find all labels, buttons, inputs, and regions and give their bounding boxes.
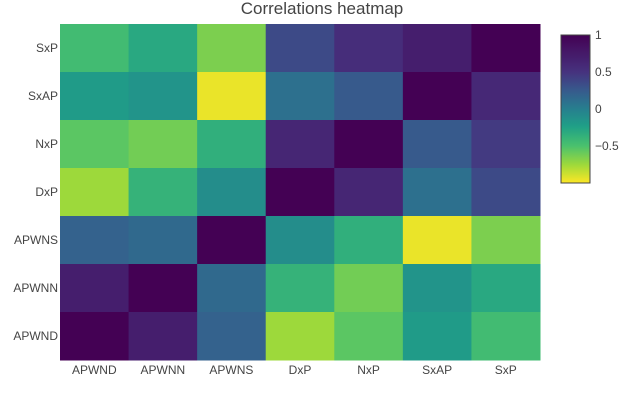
heatmap-cell [471, 120, 541, 169]
heatmap-cell [402, 72, 472, 121]
heatmap-cell [402, 168, 472, 217]
heatmap-cell [128, 264, 198, 313]
heatmap-cell [197, 216, 267, 265]
colorbar-tick-label: 0.5 [595, 65, 612, 79]
heatmap-cell [402, 216, 472, 265]
heatmap-cell [128, 24, 198, 73]
heatmap-cell [402, 120, 472, 169]
heatmap-cell [197, 72, 267, 121]
heatmap-cell [265, 216, 335, 265]
heatmap-cell [60, 72, 130, 121]
heatmap-cell [197, 168, 267, 217]
heatmap-cell [334, 72, 404, 121]
x-tick-label: APWNN [141, 363, 186, 377]
x-axis-tick-labels: APWND APWNN APWNS DxP NxP SxAP SxP [72, 363, 517, 377]
heatmap-cells [60, 24, 541, 361]
heatmap-cell [265, 120, 335, 169]
heatmap-cell [60, 24, 130, 73]
colorbar: 1 0.5 0 −0.5 [560, 28, 619, 184]
x-tick-label: SxAP [422, 363, 452, 377]
chart-title: Correlations heatmap [241, 0, 404, 18]
heatmap-cell [197, 264, 267, 313]
y-tick-label: APWND [13, 329, 58, 343]
heatmap-cell [265, 264, 335, 313]
heatmap-cell [471, 72, 541, 121]
x-tick-label: SxP [495, 363, 517, 377]
y-tick-label: APWNS [14, 233, 58, 247]
y-tick-label: DxP [35, 185, 58, 199]
heatmap-cell [334, 216, 404, 265]
heatmap-cell [197, 24, 267, 73]
heatmap-cell [60, 312, 130, 361]
heatmap-cell [60, 120, 130, 169]
heatmap-cell [334, 264, 404, 313]
heatmap-cell [402, 312, 472, 361]
x-tick-label: DxP [289, 363, 312, 377]
heatmap-cell [334, 24, 404, 73]
heatmap-cell [197, 120, 267, 169]
heatmap-cell [471, 216, 541, 265]
heatmap-cell [402, 264, 472, 313]
heatmap-cell [128, 168, 198, 217]
heatmap-cell [471, 168, 541, 217]
y-axis-tick-labels: SxP SxAP NxP DxP APWNS APWNN APWND [13, 41, 58, 343]
y-tick-label: APWNN [13, 281, 58, 295]
heatmap-cell [471, 264, 541, 313]
y-tick-label: SxAP [28, 89, 58, 103]
heatmap-cell [128, 120, 198, 169]
colorbar-gradient [560, 34, 591, 184]
colorbar-tick-label: 0 [595, 102, 602, 116]
heatmap-cell [128, 72, 198, 121]
colorbar-tick-label: 1 [595, 28, 602, 42]
heatmap-cell [402, 24, 472, 73]
heatmap-cell [60, 216, 130, 265]
heatmap-cell [60, 264, 130, 313]
x-tick-label: APWND [72, 363, 117, 377]
heatmap-cell [128, 312, 198, 361]
y-tick-label: SxP [36, 41, 58, 55]
heatmap-cell [265, 72, 335, 121]
x-tick-label: NxP [357, 363, 380, 377]
heatmap-cell [197, 312, 267, 361]
colorbar-tick-label: −0.5 [595, 139, 619, 153]
heatmap-cell [334, 120, 404, 169]
x-tick-label: APWNS [209, 363, 253, 377]
heatmap-cell [265, 24, 335, 73]
heatmap-cell [334, 312, 404, 361]
heatmap-cell [60, 168, 130, 217]
heatmap-cell [265, 168, 335, 217]
heatmap-cell [265, 312, 335, 361]
heatmap-cell [128, 216, 198, 265]
heatmap-cell [471, 312, 541, 361]
heatmap-cell [471, 24, 541, 73]
y-tick-label: NxP [35, 137, 58, 151]
heatmap-cell [334, 168, 404, 217]
